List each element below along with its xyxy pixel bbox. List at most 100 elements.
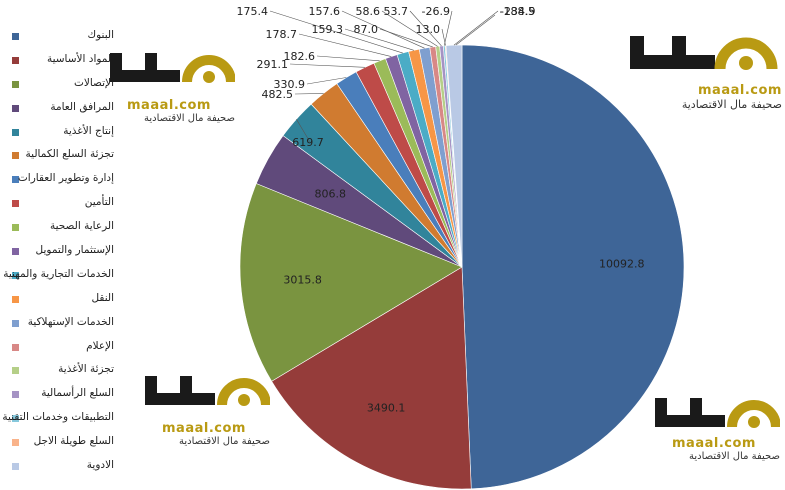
legend-swatch	[12, 391, 19, 399]
leader-line	[289, 63, 365, 68]
legend-label: تجزئة الأغذية	[58, 363, 114, 376]
legend-label: تجزئة السلع الكمالية	[25, 148, 114, 161]
legend-label: السلع الرأسمالية	[41, 387, 114, 400]
legend-label: إنتاج الأغذية	[63, 124, 114, 137]
pie-slices	[239, 44, 685, 490]
data-label: 159.3	[312, 23, 344, 36]
legend-swatch	[12, 33, 19, 40]
data-label: 87.0	[354, 23, 379, 36]
leader-line	[455, 14, 496, 46]
watermark-url: maaal.com	[127, 98, 211, 113]
maaal-logo-icon	[630, 36, 778, 70]
watermark-logo-top-left: maaal.com صحيفة مال الاقتصادية	[105, 45, 236, 124]
chart-legend: البنوك المواد الأساسية الإتصالات المرافق ال…	[2, 29, 138, 483]
legend-label: إدارة وتطوير العقارات	[17, 172, 114, 185]
watermark-tagline: صحيفة مال الاقتصادية	[681, 98, 782, 111]
legend-label: المرافق العامة	[50, 100, 114, 113]
legend-item: الخدمات الإستهلاكية	[8, 316, 138, 340]
legend-label: الإتصالات	[73, 76, 114, 89]
leader-line	[316, 55, 380, 62]
legend-swatch	[12, 343, 19, 351]
legend-item: تجزئة السلع الكمالية	[8, 148, 138, 172]
legend-swatch	[12, 104, 19, 112]
pie-slice	[445, 44, 463, 268]
legend-label: السلع طويلة الاجل	[33, 435, 114, 448]
watermark-url: maaal.com	[698, 83, 782, 98]
leader-line	[298, 33, 392, 57]
legend-item: الإعلام	[8, 340, 138, 364]
legend-label: النقل	[91, 291, 114, 304]
watermark-url: maaal.com	[672, 436, 756, 451]
leader-line	[269, 10, 403, 54]
legend-swatch	[12, 463, 19, 471]
watermark-url: maaal.com	[162, 421, 246, 436]
legend-item: الإستثمار والتمويل	[8, 244, 138, 268]
legend-swatch	[12, 415, 19, 423]
leader-line	[294, 93, 324, 95]
legend-label: البنوك	[87, 29, 114, 41]
watermark-logo-bottom-right: maaal.com صحيفة مال الاقتصادية	[650, 390, 781, 462]
legend-item: الرعاية الصحية	[8, 220, 138, 244]
leader-line	[379, 28, 433, 48]
legend-item: إنتاج الأغذية	[8, 125, 138, 149]
legend-label: المواد الأساسية	[46, 52, 114, 65]
legend-swatch	[12, 295, 19, 303]
legend-swatch	[12, 80, 19, 88]
legend-item: السلع طويلة الاجل	[8, 435, 138, 459]
legend-label: الادوية	[86, 459, 114, 472]
legend-swatch	[12, 128, 19, 136]
data-label: 53.7	[384, 5, 409, 18]
data-label: 58.6	[356, 5, 381, 18]
legend-item: السلع الرأسمالية	[8, 387, 138, 411]
legend-item: الخدمات التجارية والمهنية	[3, 268, 138, 292]
pie-slice	[461, 44, 685, 490]
data-label: -188.5	[500, 5, 535, 18]
leader-line	[409, 10, 442, 47]
watermark-logo-bottom-left: maaal.com صحيفة مال الاقتصادية	[140, 368, 271, 447]
legend-item: إدارة وتطوير العقارات	[8, 172, 138, 196]
legend-swatch	[12, 439, 19, 447]
leader-line	[344, 28, 414, 51]
leader-line	[381, 10, 438, 47]
data-label: 330.9	[274, 78, 306, 91]
maaal-logo-icon	[110, 53, 236, 83]
data-label: 175.4	[237, 5, 269, 18]
leader-line	[341, 10, 425, 49]
data-label: 13.0	[416, 23, 441, 36]
legend-label: الخدمات التجارية والمهنية	[3, 267, 114, 280]
legend-swatch	[12, 56, 19, 64]
legend-swatch	[12, 200, 19, 208]
legend-item: التأمين	[8, 196, 138, 220]
leader-line	[296, 119, 311, 143]
legend-swatch	[12, 367, 19, 375]
legend-item: البنوك	[8, 29, 138, 53]
legend-label: الإستثمار والتمويل	[35, 244, 114, 257]
legend-swatch	[12, 319, 19, 327]
data-label: 291.1	[257, 58, 289, 71]
maaal-logo-icon	[145, 376, 271, 406]
leader-line	[441, 28, 446, 46]
legend-item: الإتصالات	[8, 77, 138, 101]
legend-label: الرعاية الصحية	[49, 220, 114, 233]
legend-label: التأمين	[84, 196, 114, 209]
data-label: 482.5	[262, 88, 294, 101]
pie-slice	[271, 266, 472, 490]
leader-line	[306, 77, 347, 85]
legend-swatch	[12, 224, 19, 232]
legend-item: التطبيقات وخدمات التقنية	[2, 411, 138, 435]
legend-label: التطبيقات وخدمات التقنية	[2, 411, 114, 424]
watermark-tagline: صحيفة مال الاقتصادية	[178, 436, 270, 447]
leader-line	[453, 10, 499, 46]
data-label: 157.6	[309, 5, 341, 18]
legend-item: تجزئة الأغذية	[8, 363, 138, 387]
watermark-logo-top-right: maaal.com صحيفة مال الاقتصادية	[628, 30, 782, 111]
data-label: 10092.8	[599, 258, 645, 271]
leader-line	[443, 10, 453, 46]
legend-swatch	[12, 176, 19, 184]
data-label: -234.9	[500, 5, 535, 18]
data-label: 182.6	[284, 50, 316, 63]
data-label: -26.9	[422, 5, 450, 18]
legend-item: المرافق العامة	[8, 101, 138, 125]
leader-lines	[269, 10, 499, 143]
